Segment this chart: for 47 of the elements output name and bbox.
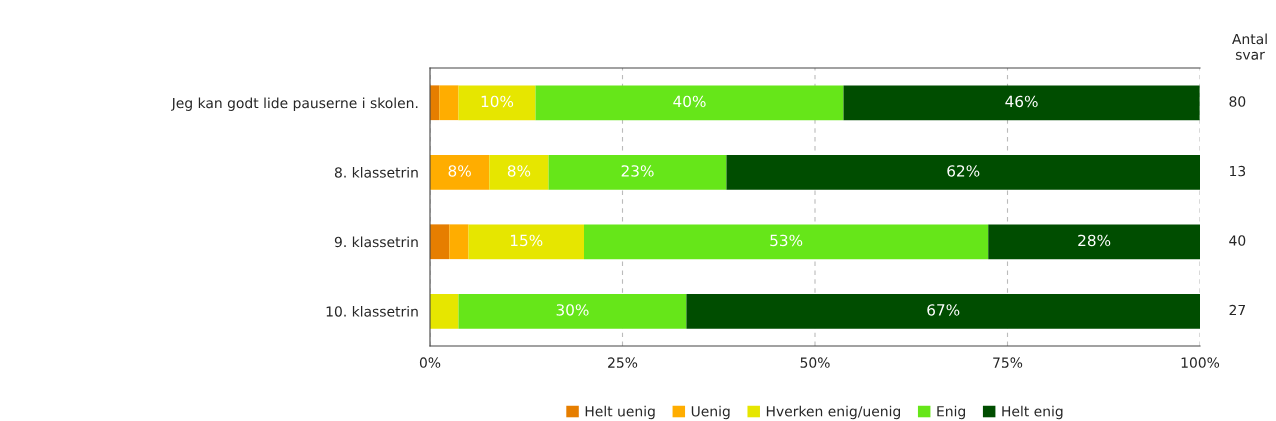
data-label: 8% [507,165,531,177]
data-label: 46% [1005,95,1038,108]
text: Antal svar [1232,33,1267,60]
bar [843,85,1200,121]
bar [468,224,584,260]
y-tick-label: 9. klassetrin [334,236,418,248]
bar [430,154,490,190]
text: 40 [1229,235,1246,246]
data-label: 23% [621,165,654,177]
data-label: 30% [556,304,589,316]
data-label: 40% [673,95,706,108]
data-label: 53% [770,234,803,247]
bar [548,154,727,190]
data-label: 10% [481,95,514,108]
bar [430,293,459,329]
data-label: 67% [927,304,960,316]
text: 80 [1229,96,1246,107]
data-label: 28% [1078,234,1111,247]
data-label: 15% [510,234,543,247]
bar [584,224,989,260]
text: 27 [1229,304,1246,316]
legend-label: Helt enig [1002,405,1063,420]
bar [458,85,536,121]
text: 13 [1230,165,1246,177]
y-tick-label: 10. klassetrin [326,305,418,317]
y-tick-label: 8. klassetrin [334,166,418,178]
bar [535,85,844,121]
data-label: 8% [448,165,471,177]
y-tick-label: Jeg kan godt lide pauserne i skolen. [170,97,418,111]
bar [988,224,1200,260]
legend-label: Helt uenig [585,405,655,420]
legend-label: Hverken enig/uenig [766,405,901,420]
bar [439,85,459,121]
legend-label: Uenig [691,405,730,420]
data-label: 62% [947,165,980,177]
bar [726,154,1200,190]
x-tick-label: 50% [800,357,830,368]
bar [458,293,687,329]
x-tick-label: 100% [1181,357,1220,368]
bar [449,224,469,260]
legend-label: Enig [937,405,965,420]
bar [686,293,1200,329]
bar [489,154,549,190]
x-tick-label: 25% [608,357,638,368]
x-tick-label: 75% [993,357,1023,368]
x-tick-label: 0% [419,357,441,368]
bar [430,224,450,260]
